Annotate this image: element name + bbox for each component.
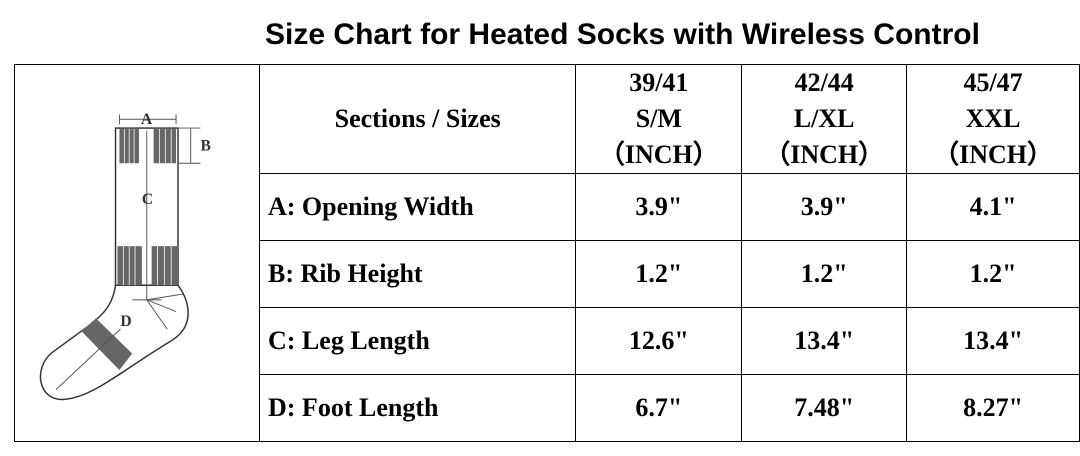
size-code: S/M xyxy=(635,104,682,133)
size-code: XXL xyxy=(965,104,1021,133)
table-row: B: Rib Height 1.2" 1.2" 1.2" xyxy=(15,240,1080,308)
eu-size: 39/41 xyxy=(629,68,689,97)
size-header-sm: 39/41 S/M （INCH） xyxy=(575,64,743,174)
cell-value: 1.2" xyxy=(741,240,908,308)
label-b: B xyxy=(200,138,210,155)
row-label: C: Leg Length xyxy=(258,307,577,375)
chart-title: Size Chart for Heated Socks with Wireles… xyxy=(265,18,980,51)
corner-header: Sections / Sizes xyxy=(258,64,577,174)
cell-value: 12.6" xyxy=(575,307,743,375)
cell-value: 1.2" xyxy=(906,240,1080,308)
row-label: D: Foot Length xyxy=(258,374,577,442)
size-table: A B C D Sections / Sizes 39/41 S/M （INCH… xyxy=(14,64,1080,442)
label-c: C xyxy=(142,191,153,208)
header-row: A B C D Sections / Sizes 39/41 S/M （INCH… xyxy=(14,64,1080,442)
cell-value: 13.4" xyxy=(741,307,908,375)
cell-value: 3.9" xyxy=(575,173,743,241)
size-code: L/XL xyxy=(793,104,855,133)
row-label: B: Rib Height xyxy=(258,240,577,308)
size-header-xxl: 45/47 XXL （INCH） xyxy=(906,64,1080,174)
unit: （INCH） xyxy=(598,140,719,169)
cell-value: 7.48" xyxy=(741,374,908,442)
label-a: A xyxy=(141,111,153,128)
label-d: D xyxy=(120,313,131,330)
unit: （INCH） xyxy=(933,140,1054,169)
table-row: D: Foot Length 6.7" 7.48" 8.27" xyxy=(15,374,1080,442)
cell-value: 6.7" xyxy=(575,374,743,442)
cell-value: 1.2" xyxy=(575,240,743,308)
cell-value: 13.4" xyxy=(906,307,1080,375)
row-label: A: Opening Width xyxy=(258,173,577,241)
table-row: A: Opening Width 3.9" 3.9" 4.1" xyxy=(15,173,1080,241)
cell-value: 8.27" xyxy=(906,374,1080,442)
cell-value: 3.9" xyxy=(741,173,908,241)
sock-diagram: A B C D xyxy=(39,111,211,401)
table-row: C: Leg Length 12.6" 13.4" 13.4" xyxy=(15,307,1080,375)
size-header-lxl: 42/44 L/XL （INCH） xyxy=(741,64,908,174)
cell-value: 4.1" xyxy=(906,173,1080,241)
eu-size: 42/44 xyxy=(794,68,854,97)
eu-size: 45/47 xyxy=(963,68,1023,97)
sock-diagram-cell: A B C D xyxy=(14,64,260,442)
unit: （INCH） xyxy=(764,140,885,169)
